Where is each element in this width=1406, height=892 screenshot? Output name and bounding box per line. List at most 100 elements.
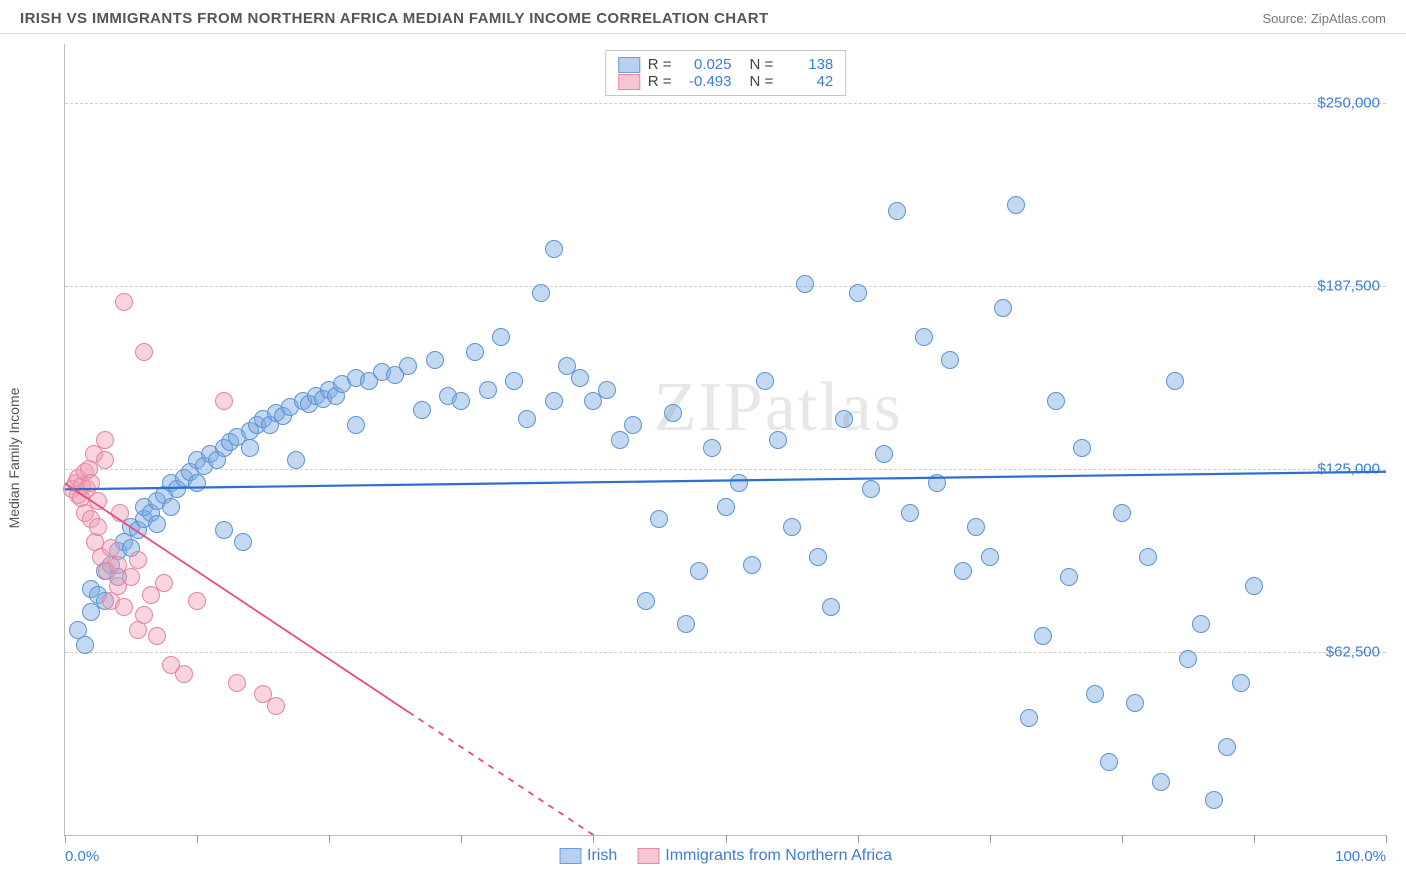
data-point: [532, 284, 550, 302]
data-point: [703, 439, 721, 457]
data-point: [1020, 709, 1038, 727]
data-point: [96, 431, 114, 449]
data-point: [1007, 196, 1025, 214]
data-point: [129, 551, 147, 569]
y-tick-label: $62,500: [1326, 643, 1380, 660]
x-tick: [593, 835, 594, 843]
y-tick-label: $187,500: [1317, 277, 1380, 294]
data-point: [228, 674, 246, 692]
data-point: [89, 492, 107, 510]
data-point: [241, 439, 259, 457]
data-point: [1166, 372, 1184, 390]
legend-swatch: [559, 848, 581, 864]
data-point: [1113, 504, 1131, 522]
chart-title: IRISH VS IMMIGRANTS FROM NORTHERN AFRICA…: [20, 10, 769, 27]
data-point: [76, 636, 94, 654]
data-point: [135, 343, 153, 361]
data-point: [82, 474, 100, 492]
data-point: [915, 328, 933, 346]
plot-area: ZIPatlas R =0.025N =138R =-0.493N =42 Ir…: [64, 44, 1386, 836]
data-point: [981, 548, 999, 566]
data-point: [730, 474, 748, 492]
data-point: [954, 562, 972, 580]
data-point: [452, 392, 470, 410]
data-point: [545, 240, 563, 258]
data-point: [624, 416, 642, 434]
legend-row: R = 0.025 N = 138: [618, 56, 834, 73]
data-point: [426, 351, 444, 369]
data-point: [1245, 577, 1263, 595]
data-point: [928, 474, 946, 492]
data-point: [743, 556, 761, 574]
data-point: [1192, 615, 1210, 633]
data-point: [492, 328, 510, 346]
r-value: -0.493: [680, 73, 732, 90]
data-point: [234, 533, 252, 551]
data-point: [1139, 548, 1157, 566]
data-point: [148, 515, 166, 533]
data-point: [413, 401, 431, 419]
trend-lines: [65, 44, 1386, 835]
x-min-label: 0.0%: [65, 848, 99, 865]
data-point: [1047, 392, 1065, 410]
data-point: [809, 548, 827, 566]
y-tick-label: $250,000: [1317, 94, 1380, 111]
gridline: [65, 469, 1386, 470]
r-label: R =: [648, 56, 672, 73]
data-point: [862, 480, 880, 498]
data-point: [717, 498, 735, 516]
data-point: [479, 381, 497, 399]
x-tick: [1386, 835, 1387, 843]
data-point: [1205, 791, 1223, 809]
data-point: [1126, 694, 1144, 712]
x-tick: [329, 835, 330, 843]
data-point: [783, 518, 801, 536]
data-point: [571, 369, 589, 387]
n-label: N =: [750, 56, 774, 73]
x-tick: [858, 835, 859, 843]
n-value: 42: [781, 73, 833, 90]
gridline: [65, 286, 1386, 287]
source-label: Source: ZipAtlas.com: [1262, 11, 1386, 26]
x-tick: [1122, 835, 1123, 843]
series-legend: IrishImmigrants from Northern Africa: [559, 847, 892, 865]
data-point: [215, 392, 233, 410]
data-point: [637, 592, 655, 610]
data-point: [399, 357, 417, 375]
data-point: [875, 445, 893, 463]
x-tick: [461, 835, 462, 843]
data-point: [155, 574, 173, 592]
data-point: [849, 284, 867, 302]
data-point: [135, 606, 153, 624]
data-point: [287, 451, 305, 469]
data-point: [1086, 685, 1104, 703]
x-max-label: 100.0%: [1335, 848, 1386, 865]
r-label: R =: [648, 73, 672, 90]
data-point: [967, 518, 985, 536]
data-point: [175, 665, 193, 683]
n-value: 138: [781, 56, 833, 73]
r-value: 0.025: [680, 56, 732, 73]
data-point: [650, 510, 668, 528]
y-axis-label: Median Family Income: [6, 388, 22, 529]
data-point: [1152, 773, 1170, 791]
data-point: [994, 299, 1012, 317]
data-point: [1034, 627, 1052, 645]
data-point: [148, 627, 166, 645]
x-tick: [990, 835, 991, 843]
data-point: [941, 351, 959, 369]
data-point: [347, 416, 365, 434]
data-point: [89, 518, 107, 536]
data-point: [677, 615, 695, 633]
x-tick: [197, 835, 198, 843]
data-point: [111, 504, 129, 522]
x-tick: [1254, 835, 1255, 843]
legend-swatch: [618, 57, 640, 73]
correlation-legend: R = 0.025 N = 138R = -0.493 N = 42: [605, 50, 847, 96]
legend-row: R =-0.493N =42: [618, 73, 834, 90]
data-point: [518, 410, 536, 428]
data-point: [835, 410, 853, 428]
data-point: [215, 521, 233, 539]
data-point: [1179, 650, 1197, 668]
data-point: [162, 498, 180, 516]
